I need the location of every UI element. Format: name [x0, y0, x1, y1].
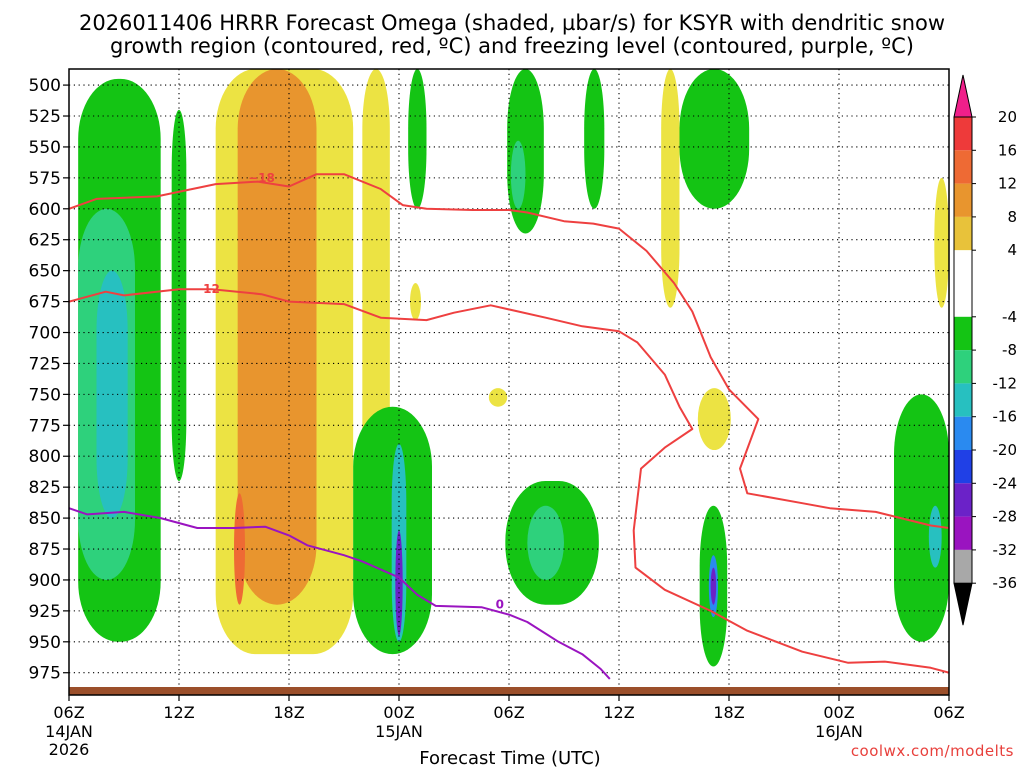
y-tick-label: 525: [29, 107, 61, 127]
contour-label--12: −12: [193, 282, 220, 296]
colorbar-label: -16: [993, 408, 1018, 426]
y-tick-label: 650: [29, 262, 61, 282]
omega-region-19: [661, 69, 680, 308]
colorbar: 20 16 12 8 4 -4 -8 -12 -16 -20 -24 -28 -32 -36: [953, 74, 1018, 626]
x-tick-label: 18Z: [273, 703, 304, 722]
colorbar-label: -12: [993, 374, 1018, 392]
gridlines: [69, 69, 949, 695]
y-tick-label: 925: [29, 602, 61, 622]
colorbar-bottom-arrow: [953, 582, 973, 626]
contour-line--12: [69, 288, 949, 674]
y-tick-label: 600: [29, 200, 61, 220]
y-tick-label: 950: [29, 633, 61, 653]
omega-region-11: [408, 69, 427, 209]
colorbar-label: 20: [998, 108, 1017, 126]
omega-region-13: [488, 388, 508, 407]
y-axis: 500 525 550 575 600 625 650 675 700 725 750 775 800 8…: [29, 76, 69, 684]
y-tick-label: 500: [29, 76, 61, 96]
contour-line--18: [69, 173, 949, 529]
colorbar-bin-6: [954, 316, 972, 351]
y-tick-label: 700: [29, 324, 61, 344]
x-tick-label: 06Z: [53, 703, 84, 722]
y-tick-label: 900: [29, 571, 61, 591]
contour-labels: −18 −12 0: [193, 171, 504, 612]
x-tick-date: 14JAN: [45, 722, 93, 741]
y-tick-label: 625: [29, 231, 61, 251]
colorbar-bin-10: [954, 450, 972, 484]
x-tick-label: 06Z: [933, 703, 964, 722]
colorbar-label: 16: [998, 141, 1017, 159]
colorbar-bin-2: [954, 183, 972, 217]
x-tick-label: 18Z: [713, 703, 744, 722]
colorbar-bin-8: [954, 383, 972, 417]
credit-text: coolwx.com/modelts: [851, 742, 1014, 760]
colorbar-bin-13: [954, 549, 972, 584]
x-tick-label: 00Z: [383, 703, 414, 722]
y-tick-label: 775: [29, 416, 61, 436]
colorbar-label: -4: [1002, 308, 1017, 326]
x-tick-year: 2026: [49, 740, 90, 759]
omega-region-27: [928, 505, 942, 568]
x-tick-label: 12Z: [163, 703, 194, 722]
omega-region-6: [234, 493, 245, 605]
colorbar-bin-1: [954, 150, 972, 184]
y-tick-label: 800: [29, 447, 61, 467]
colorbar-label: 4: [1007, 241, 1017, 259]
colorbar-top-arrow: [953, 74, 973, 118]
chart-subtitle: growth region (contoured, red, ºC) and f…: [110, 34, 914, 58]
contour-label-0: 0: [496, 598, 504, 612]
colorbar-label: -20: [993, 441, 1018, 459]
colorbar-bin-0: [954, 117, 972, 151]
colorbar-bin-5: [954, 250, 972, 317]
terrain-strip: [69, 687, 949, 695]
omega-region-5: [237, 69, 317, 605]
x-tick-date: 15JAN: [375, 722, 423, 741]
omega-region-26: [894, 394, 949, 642]
omega-region-15: [510, 140, 526, 209]
omega-region-25: [934, 177, 949, 308]
omega-shading: [78, 69, 949, 667]
colorbar-label: -36: [993, 574, 1018, 592]
colorbar-bin-7: [954, 350, 972, 384]
colorbar-bin-11: [954, 483, 972, 517]
y-tick-label: 750: [29, 385, 61, 405]
y-tick-label: 850: [29, 509, 61, 529]
omega-region-20: [679, 69, 750, 209]
colorbar-bin-9: [954, 416, 972, 450]
x-tick-label: 12Z: [603, 703, 634, 722]
omega-region-23: [710, 567, 717, 605]
y-tick-label: 825: [29, 478, 61, 498]
contour-label--18: −18: [248, 171, 275, 185]
colorbar-label: 8: [1007, 208, 1017, 226]
y-tick-label: 875: [29, 540, 61, 560]
y-tick-label: 725: [29, 354, 61, 374]
colorbar-label: -28: [993, 508, 1018, 526]
omega-region-24: [697, 388, 731, 451]
x-tick-label: 06Z: [493, 703, 524, 722]
y-tick-label: 675: [29, 293, 61, 313]
y-tick-label: 975: [29, 664, 61, 684]
x-tick-label: 00Z: [823, 703, 854, 722]
omega-region-18: [584, 69, 605, 209]
chart-title: 2026011406 HRRR Forecast Omega (shaded, …: [79, 11, 945, 35]
colorbar-bin-12: [954, 516, 972, 550]
contour-line-0: [69, 507, 611, 680]
x-tick-date: 16JAN: [815, 722, 863, 741]
colorbar-label: -24: [993, 474, 1018, 492]
omega-region-17: [527, 505, 564, 580]
colorbar-label: -8: [1002, 341, 1017, 359]
omega-region-2: [96, 270, 128, 519]
y-tick-label: 575: [29, 169, 61, 189]
colorbar-label: -32: [993, 541, 1018, 559]
colorbar-label: 12: [998, 175, 1017, 193]
x-axis-label: Forecast Time (UTC): [419, 748, 600, 768]
y-tick-label: 550: [29, 138, 61, 158]
colorbar-bin-3: [954, 216, 972, 251]
contour-lines: [69, 173, 949, 680]
